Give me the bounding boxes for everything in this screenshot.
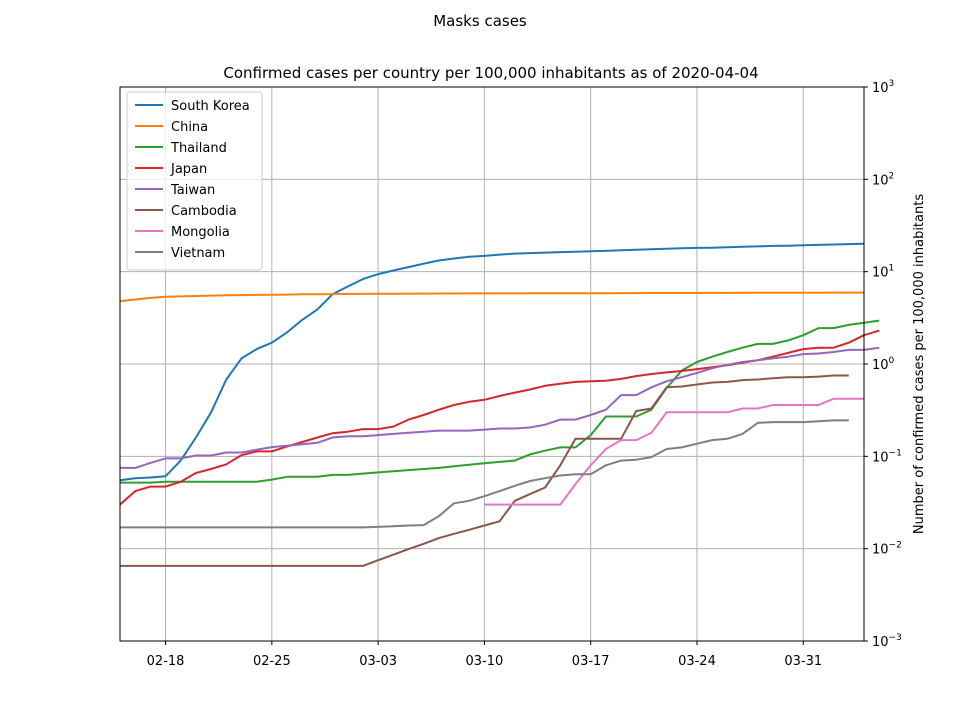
legend-label: Thailand [170,141,227,156]
y-tick-label: 10−3 [872,633,902,650]
y-tick-exponent: 3 [889,79,895,89]
legend: South Korea China Thailand Japan Taiwan Cambo… [126,91,263,271]
y-tick-base: 10 [872,173,889,188]
series-line [119,329,880,506]
legend-label: Japan [170,162,207,177]
legend-label: China [171,120,208,135]
y-tick-exponent: −1 [889,448,902,458]
y-tick-base: 10 [872,358,889,373]
legend-label: Cambodia [171,204,237,219]
series-line [119,242,865,482]
y-tick-base: 10 [872,266,889,281]
x-tick-label: 03-31 [784,654,822,669]
series-line [120,319,880,484]
y-tick-label: 10−1 [872,448,902,465]
x-tick-label: 02-18 [147,654,185,669]
y-tick-label: 101 [872,264,894,281]
y-tick-base: 10 [872,635,889,650]
y-tick-label: 10−2 [872,541,902,558]
y-tick-exponent: 1 [889,264,895,274]
y-tick-exponent: −2 [889,541,902,551]
series-line [120,419,849,529]
legend-label: Taiwan [170,183,215,198]
series-line [119,291,864,303]
x-tick-label: 03-03 [359,654,397,669]
y-tick-exponent: −3 [889,633,902,643]
y-tick-base: 10 [872,450,889,465]
x-axis: 02-18 02-25 03-03 03-10 03-17 03-24 03-31 [147,641,822,669]
series-lines [119,242,880,567]
y-tick-exponent: 2 [889,171,895,181]
series-line [120,374,849,567]
chart-title: Confirmed cases per country per 100,000 … [223,64,758,82]
y-tick-exponent: 0 [889,356,895,366]
series-line [484,397,864,506]
legend-label: Vietnam [171,246,225,261]
y-tick-label: 100 [872,356,895,373]
x-tick-label: 03-24 [678,654,716,669]
legend-box [126,91,263,271]
figure-suptitle: Masks cases [433,12,527,30]
y-axis-label: Number of confirmed cases per 100,000 in… [912,194,927,534]
legend-label: South Korea [171,99,250,114]
series-line [120,346,880,469]
y-tick-base: 10 [872,543,889,558]
x-tick-label: 03-17 [572,654,610,669]
y-tick-label: 102 [872,171,894,188]
x-tick-label: 02-25 [253,654,291,669]
y-tick-base: 10 [872,81,889,96]
x-tick-label: 03-10 [466,654,504,669]
y-tick-label: 103 [872,79,894,96]
legend-label: Mongolia [171,225,230,240]
